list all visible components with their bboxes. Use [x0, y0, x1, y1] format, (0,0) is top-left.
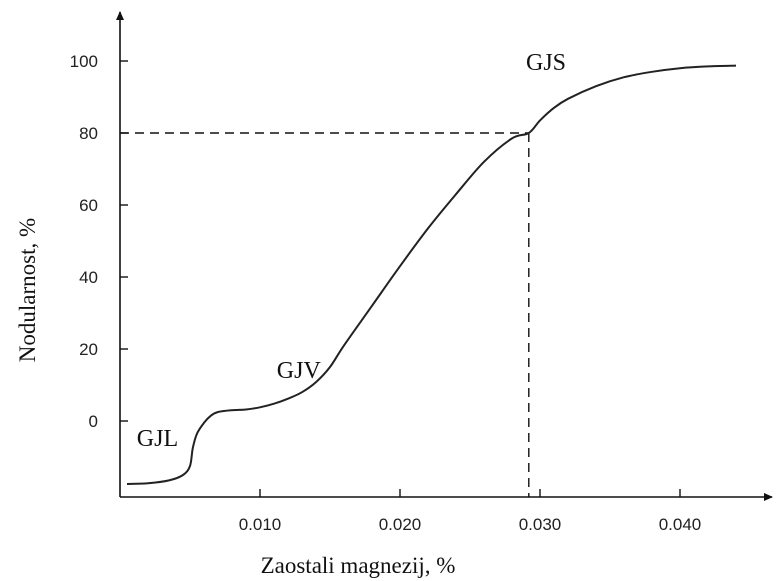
annotation-gjs: GJS: [526, 50, 566, 76]
axes: [116, 11, 773, 501]
y-axis-ticks: 0 20 40 60 80 100: [70, 52, 128, 431]
region-annotations: GJL GJV GJS: [137, 50, 566, 452]
y-tick-label: 40: [79, 268, 98, 287]
x-axis-ticks: 0.010 0.020 0.030 0.040: [239, 489, 702, 534]
annotation-gjv: GJV: [277, 358, 322, 384]
y-axis-title: Nodularnost, %: [15, 218, 40, 362]
series-line-0: [126, 64, 737, 485]
series-group: [126, 64, 737, 485]
y-tick-label: 0: [89, 412, 98, 431]
x-tick-label: 0.030: [519, 515, 562, 534]
x-axis-title: Zaostali magnezij, %: [261, 553, 456, 578]
annotation-gjl: GJL: [137, 426, 178, 452]
y-tick-label: 60: [79, 196, 98, 215]
y-tick-label: 100: [70, 52, 98, 71]
reference-lines: [120, 132, 530, 497]
x-tick-label: 0.010: [239, 515, 282, 534]
y-tick-label: 20: [79, 340, 98, 359]
y-tick-label: 80: [79, 124, 98, 143]
x-tick-label: 0.040: [659, 515, 702, 534]
x-tick-label: 0.020: [379, 515, 422, 534]
